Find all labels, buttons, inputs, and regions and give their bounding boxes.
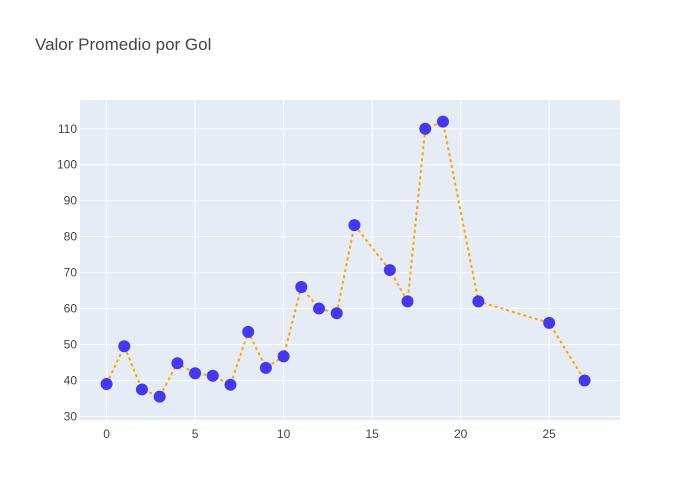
data-point[interactable]	[171, 357, 184, 370]
y-tick-label: 50	[64, 337, 78, 351]
data-point[interactable]	[295, 280, 308, 293]
x-tick-label: 20	[454, 427, 468, 441]
series	[100, 115, 591, 403]
data-point[interactable]	[330, 307, 343, 320]
x-tick-label: 10	[277, 427, 291, 441]
data-point[interactable]	[224, 378, 237, 391]
y-tick-label: 100	[57, 158, 77, 172]
y-tick-label: 70	[64, 266, 78, 280]
x-tick-label: 15	[365, 427, 379, 441]
data-point[interactable]	[118, 340, 131, 353]
y-tick-label: 110	[58, 122, 77, 136]
data-point[interactable]	[153, 390, 166, 403]
axis-ticks: 0 5 10 15 20 25 30 40 50 60 70 80 90 100 110	[57, 122, 556, 441]
data-point[interactable]	[543, 316, 556, 329]
data-point[interactable]	[206, 369, 219, 382]
series-line	[105, 120, 586, 398]
x-tick-label: 5	[192, 427, 199, 441]
data-point[interactable]	[436, 115, 449, 128]
data-point[interactable]	[401, 295, 414, 308]
gridlines	[80, 100, 620, 420]
data-point[interactable]	[277, 350, 290, 363]
y-tick-label: 30	[64, 409, 78, 423]
data-point[interactable]	[383, 264, 396, 277]
y-tick-label: 90	[64, 194, 78, 208]
x-tick-label: 25	[543, 427, 557, 441]
y-tick-label: 40	[64, 373, 78, 387]
data-point[interactable]	[313, 302, 326, 315]
chart-title: Valor Promedio por Gol	[35, 35, 211, 54]
data-point[interactable]	[348, 219, 361, 232]
data-point[interactable]	[472, 295, 485, 308]
data-point[interactable]	[100, 378, 113, 391]
data-point[interactable]	[242, 325, 255, 338]
data-point[interactable]	[189, 367, 202, 380]
plot-area	[80, 100, 620, 420]
x-tick-label: 0	[103, 427, 110, 441]
data-point[interactable]	[578, 374, 591, 387]
y-tick-label: 80	[64, 230, 78, 244]
data-point[interactable]	[135, 383, 148, 396]
data-point[interactable]	[419, 122, 432, 135]
data-point[interactable]	[259, 361, 272, 374]
y-tick-label: 60	[64, 302, 78, 316]
